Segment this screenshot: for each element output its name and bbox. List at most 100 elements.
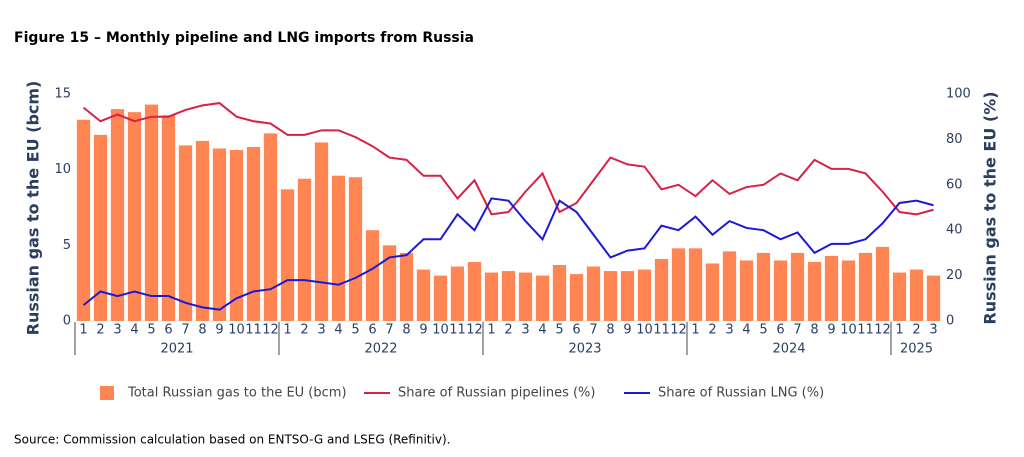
bar <box>212 148 227 321</box>
x-tick-label: 11 <box>449 323 466 338</box>
x-tick-label: 3 <box>929 323 937 338</box>
source-note: Source: Commission calculation based on … <box>14 433 450 447</box>
x-tick-label: 11 <box>857 323 874 338</box>
bar <box>416 269 431 321</box>
x-tick-label: 1 <box>487 323 495 338</box>
y2-tick-label: 0 <box>946 314 954 329</box>
x-tick-label: 7 <box>385 323 393 338</box>
y-tick-label: 10 <box>54 162 71 177</box>
x-tick-label: 10 <box>636 323 653 338</box>
x-tick-label: 9 <box>623 323 631 338</box>
x-tick-label: 1 <box>691 323 699 338</box>
x-tick-label: 8 <box>402 323 410 338</box>
x-tick-label: 2 <box>504 323 512 338</box>
x-tick-label: 1 <box>79 323 87 338</box>
y2-tick-label: 60 <box>946 177 963 192</box>
bar <box>484 272 499 321</box>
x-tick-label: 3 <box>725 323 733 338</box>
bar <box>756 252 771 321</box>
y-tick-label: 15 <box>54 87 71 102</box>
x-tick-label: 10 <box>228 323 245 338</box>
x-group-label: 2024 <box>772 342 805 357</box>
x-tick-label: 9 <box>215 323 223 338</box>
bar <box>926 275 941 321</box>
bar <box>790 252 805 321</box>
x-tick-label: 12 <box>262 323 279 338</box>
line <box>82 197 934 311</box>
x-tick-label: 2 <box>708 323 716 338</box>
bar <box>739 260 754 321</box>
bar <box>76 119 91 321</box>
bar <box>722 251 737 321</box>
bar <box>705 263 720 321</box>
bar <box>841 260 856 321</box>
bar <box>331 175 346 321</box>
x-tick-label: 11 <box>653 323 670 338</box>
bar <box>144 104 159 322</box>
bar <box>858 252 873 321</box>
x-tick-label: 12 <box>874 323 891 338</box>
bar <box>637 269 652 321</box>
x-tick-label: 10 <box>432 323 449 338</box>
bar <box>671 248 686 321</box>
bar <box>382 245 397 321</box>
bar <box>161 115 176 321</box>
bar <box>501 271 516 321</box>
x-tick-label: 4 <box>538 323 546 338</box>
bar <box>586 266 601 321</box>
bar <box>297 178 312 321</box>
x-tick-label: 6 <box>776 323 784 338</box>
y2-tick-label: 20 <box>946 268 963 283</box>
y2-axis-title: Russian gas to the EU (%) <box>981 91 1000 324</box>
bar <box>450 266 465 321</box>
x-tick-label: 6 <box>572 323 580 338</box>
x-group-label: 2021 <box>160 342 193 357</box>
bar <box>110 109 125 321</box>
x-tick-label: 7 <box>793 323 801 338</box>
y-axis-title: Russian gas to the EU (bcm) <box>24 81 43 336</box>
x-tick-label: 5 <box>759 323 767 338</box>
bar <box>875 246 890 321</box>
x-tick-label: 6 <box>368 323 376 338</box>
x-group-label: 2023 <box>568 342 601 357</box>
x-tick-label: 5 <box>555 323 563 338</box>
bar <box>892 272 907 321</box>
bar <box>603 271 618 321</box>
x-group-label: 2022 <box>364 342 397 357</box>
bar <box>433 275 448 321</box>
y2-tick-label: 40 <box>946 223 963 238</box>
legend-label: Share of Russian pipelines (%) <box>398 386 595 401</box>
legend-swatch <box>100 386 114 400</box>
bar <box>773 260 788 321</box>
bar <box>195 140 210 321</box>
x-tick-label: 4 <box>742 323 750 338</box>
bar <box>535 275 550 321</box>
y2-tick-label: 80 <box>946 132 963 147</box>
bar <box>569 274 584 321</box>
x-tick-label: 1 <box>283 323 291 338</box>
bar <box>807 261 822 321</box>
bar <box>688 248 703 321</box>
x-tick-label: 3 <box>317 323 325 338</box>
legend-label: Total Russian gas to the EU (bcm) <box>127 386 347 401</box>
x-tick-label: 12 <box>670 323 687 338</box>
bar <box>178 145 193 321</box>
y-tick-label: 0 <box>63 314 71 329</box>
bar <box>263 133 278 321</box>
bar <box>93 134 108 321</box>
bar <box>467 261 482 321</box>
chart-title: Figure 15 – Monthly pipeline and LNG imp… <box>14 30 474 46</box>
x-tick-label: 3 <box>113 323 121 338</box>
bar <box>348 177 363 321</box>
x-tick-label: 2 <box>912 323 920 338</box>
bar <box>314 142 329 321</box>
y-tick-label: 5 <box>63 238 71 253</box>
x-tick-label: 5 <box>351 323 359 338</box>
x-tick-label: 4 <box>334 323 342 338</box>
x-tick-label: 8 <box>198 323 206 338</box>
x-tick-label: 7 <box>181 323 189 338</box>
x-tick-label: 2 <box>96 323 104 338</box>
x-tick-label: 9 <box>419 323 427 338</box>
line <box>82 102 934 216</box>
